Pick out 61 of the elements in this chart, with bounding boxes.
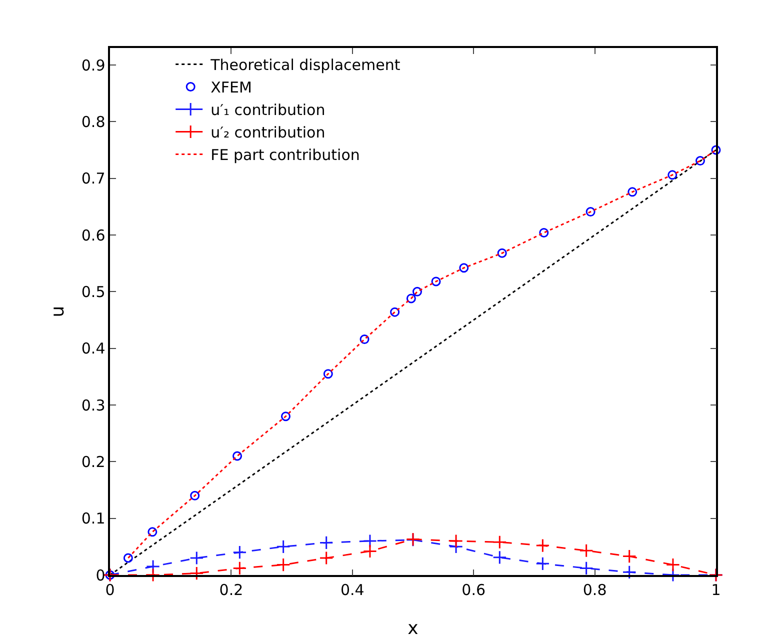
y-tick-label: 0.5 [81,282,106,301]
y-tick-label: 0.1 [81,510,106,528]
point [123,553,133,563]
point [323,369,333,379]
point [628,187,638,197]
point [622,549,636,564]
point [280,412,290,422]
point [360,334,370,344]
point [412,286,422,296]
point [148,527,158,537]
legend-label: XFEM [210,78,252,97]
point [232,545,247,560]
point [448,534,464,548]
y-tick-label: 0.8 [81,112,106,131]
point [232,561,247,576]
legend-label: Theoretical displacement [210,56,400,74]
x-axis-title: x [408,618,419,639]
point [459,263,469,273]
point [668,170,678,180]
point [492,550,507,564]
y-tick-label: 0.9 [81,56,106,74]
point [190,490,200,500]
x-tick-label: 0.8 [582,580,607,599]
y-tick-label: 0.7 [81,170,106,188]
legend-label: u′₁ contribution [210,101,326,120]
legend-label: u′₂ contribution [210,124,326,142]
y-tick-label: 0.4 [81,340,106,358]
point [492,535,507,550]
point [536,556,550,571]
x-tick-label: 1 [711,580,721,599]
point [431,276,441,286]
point [622,565,636,580]
x-tick-label: 0.6 [462,580,486,599]
point [190,550,204,566]
point [276,540,290,554]
y-tick-label: 0.3 [81,396,106,414]
y-axis-title: u [48,306,68,318]
point [497,248,507,258]
point [390,307,400,317]
point [276,558,290,572]
point [666,558,680,572]
x-tick-label: 0.2 [219,580,244,599]
point [579,544,594,558]
y-tick-label: 0 [96,566,106,584]
point [536,538,550,553]
point [362,544,378,558]
point [190,566,204,580]
y-tick-label: 0.6 [81,226,106,244]
point [586,207,596,217]
point [319,550,334,566]
point [579,561,594,576]
point [539,228,549,238]
point [146,568,160,582]
point [711,145,721,155]
point [232,451,242,461]
legend-label: FE part contribution [210,146,360,164]
point [695,156,705,166]
x-tick-label: 0.4 [340,580,364,599]
point [406,294,416,304]
point [319,536,334,550]
y-tick-label: 0.2 [81,452,106,471]
